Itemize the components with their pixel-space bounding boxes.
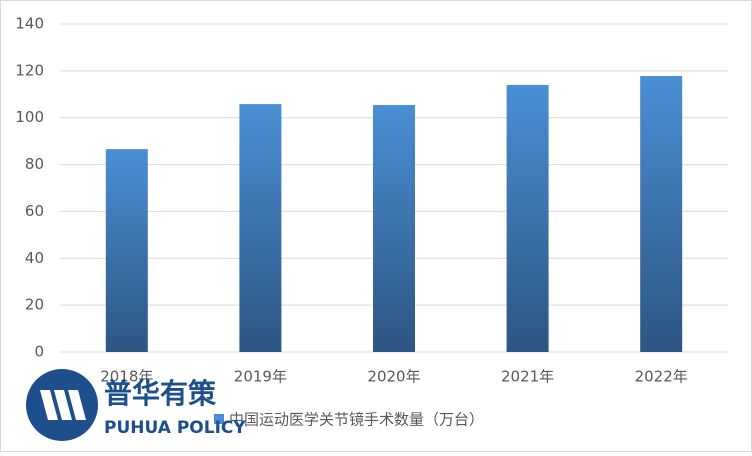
x-tick-label: 2021年 — [501, 368, 554, 386]
y-tick-label: 120 — [15, 61, 44, 79]
y-tick-label: 80 — [25, 155, 44, 173]
y-tick-label: 0 — [34, 343, 44, 361]
x-tick-label: 2018年 — [100, 368, 153, 386]
y-tick-label: 140 — [15, 15, 44, 33]
x-tick-label: 2019年 — [234, 368, 287, 386]
y-tick-label: 40 — [25, 249, 44, 267]
legend-label: 中国运动医学关节镜手术数量（万台） — [229, 411, 484, 429]
y-tick-label: 60 — [25, 202, 44, 220]
bar — [506, 84, 549, 353]
bar — [373, 105, 415, 352]
y-tick-label: 20 — [25, 296, 44, 314]
bar — [640, 76, 683, 353]
bar — [105, 149, 148, 352]
logo-stripes — [40, 390, 86, 420]
x-tick-label: 2020年 — [367, 368, 420, 386]
logo: 普华有策 PUHUA POLICY — [26, 369, 246, 441]
y-tick-label: 100 — [15, 108, 44, 126]
logo-subtitle: PUHUA POLICY — [104, 418, 246, 438]
bar — [239, 104, 282, 352]
x-tick-label: 2022年 — [635, 368, 688, 386]
logo-name: 普华有策 — [104, 377, 216, 410]
legend-marker — [214, 414, 224, 424]
